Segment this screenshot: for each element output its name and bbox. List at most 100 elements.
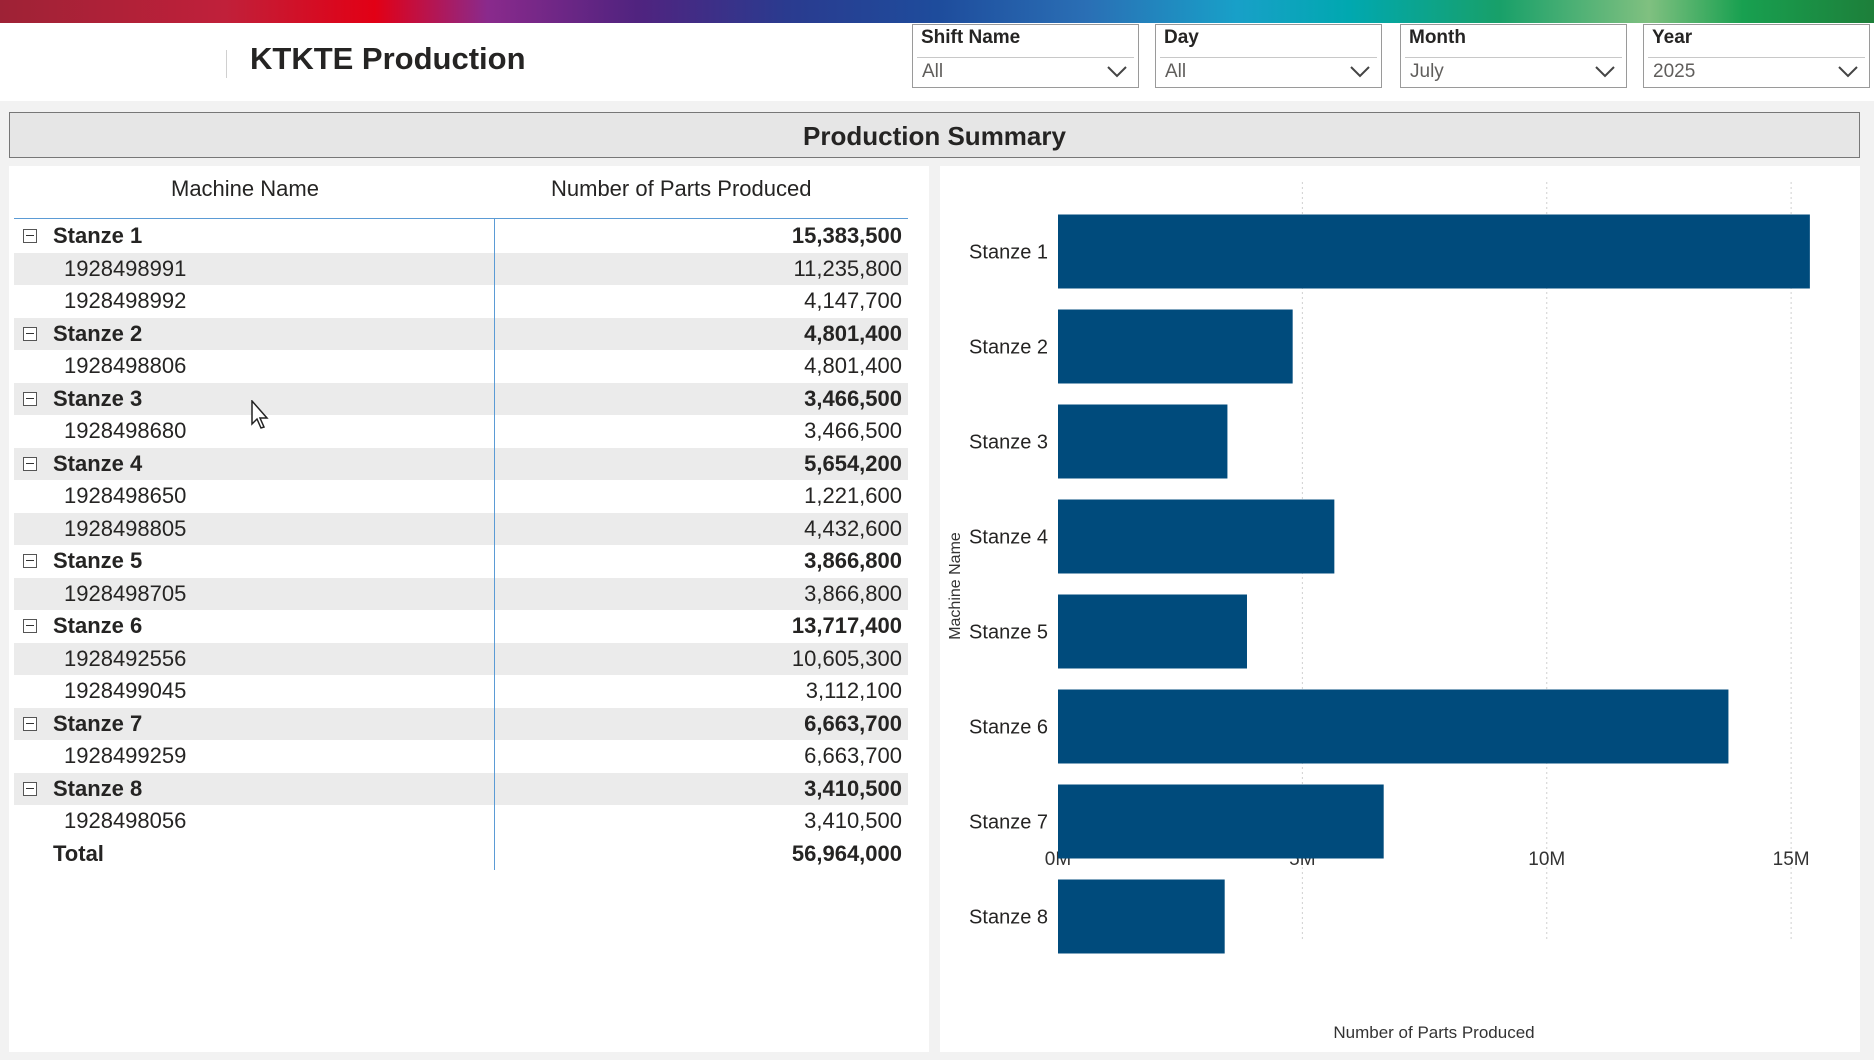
header-divider [226, 50, 227, 78]
machine-name-cell: 1928498992 [64, 288, 187, 313]
column-header-machine-name[interactable]: Machine Name [171, 176, 319, 201]
slicer-label: Shift Name [921, 27, 1021, 48]
table-group-row[interactable]: Stanze 2 4,801,400 [14, 317, 908, 350]
slicer-label: Day [1164, 27, 1199, 48]
collapse-icon[interactable] [23, 391, 37, 406]
x-axis-title: Number of Parts Produced [1333, 1023, 1534, 1042]
bar[interactable] [1058, 404, 1228, 479]
bar[interactable] [1058, 214, 1810, 289]
parts-produced-cell: 3,410,500 [804, 808, 902, 833]
parts-produced-cell: 11,235,800 [793, 255, 902, 281]
parts-produced-cell: 1,221,600 [804, 483, 902, 508]
bar[interactable] [1058, 784, 1384, 859]
machine-name-cell: 1928499045 [64, 678, 187, 703]
brand-color-band [0, 0, 1874, 23]
y-tick-label: Stanze 7 [969, 812, 1048, 834]
table-row[interactable]: 1928499045 3,112,100 [14, 675, 908, 707]
bar[interactable] [1058, 499, 1335, 574]
machine-name-cell: 1928498056 [64, 808, 187, 833]
year-slicer[interactable]: Year 2025 [1643, 24, 1870, 88]
parts-produced-cell: 4,147,700 [804, 288, 902, 313]
collapse-icon[interactable] [23, 716, 37, 731]
bar[interactable] [1058, 879, 1225, 954]
table-group-row[interactable]: Stanze 4 5,654,200 [14, 447, 908, 480]
y-tick-label: Stanze 3 [969, 432, 1048, 454]
machine-name-cell: 1928498680 [64, 418, 187, 443]
collapse-icon[interactable] [23, 326, 37, 341]
parts-produced-cell: 6,663,700 [804, 743, 902, 768]
table-row[interactable]: 1928498992 4,147,700 [14, 285, 908, 317]
parts-produced-cell: 6,663,700 [804, 710, 902, 736]
parts-produced-cell: 4,432,600 [804, 515, 902, 541]
table-row[interactable]: 1928498705 3,866,800 [14, 577, 908, 610]
month-slicer[interactable]: Month July [1400, 24, 1627, 88]
table-group-row[interactable]: Stanze 3 3,466,500 [14, 382, 908, 415]
table-row[interactable]: 1928492556 10,605,300 [14, 642, 908, 675]
shift-name-dropdown[interactable]: All [917, 57, 1134, 86]
chevron-down-icon[interactable] [1349, 63, 1371, 79]
machine-name-cell: 1928499259 [64, 743, 187, 768]
machine-name-cell: 1928498991 [64, 255, 187, 281]
summary-title: Production Summary [803, 121, 1066, 151]
collapse-icon[interactable] [23, 456, 37, 471]
table-row[interactable]: 1928498056 3,410,500 [14, 805, 908, 837]
collapse-icon[interactable] [23, 554, 37, 568]
parts-produced-cell: 5,654,200 [804, 450, 902, 476]
parts-produced-cell: 3,866,800 [804, 548, 902, 573]
collapse-icon[interactable] [23, 229, 37, 243]
machine-name-cell: Stanze 2 [53, 320, 143, 346]
machine-name-cell: Stanze 8 [53, 775, 143, 801]
chevron-down-icon[interactable] [1594, 63, 1616, 79]
y-tick-label: Stanze 6 [969, 717, 1048, 739]
table-row[interactable]: 1928498650 1,221,600 [14, 480, 908, 512]
machine-name-cell: 1928498705 [64, 580, 187, 606]
table-row[interactable]: 1928498991 11,235,800 [14, 252, 908, 285]
parts-produced-cell: 3,466,500 [804, 385, 902, 411]
header-underline [14, 218, 908, 219]
collapse-icon[interactable] [23, 781, 37, 796]
table-group-row[interactable]: Stanze 1 15,383,500 [14, 220, 908, 252]
table-group-row[interactable]: Stanze 8 3,410,500 [14, 772, 908, 805]
day-dropdown[interactable]: All [1160, 57, 1377, 86]
year-dropdown[interactable]: 2025 [1648, 57, 1865, 86]
machine-name-cell: Stanze 6 [53, 613, 143, 638]
bar-chart-panel: 0M 5M 10M 15M Stanze 1 Stanze 2 Stanze 3 Stanze… [940, 166, 1860, 1052]
bar[interactable] [1058, 309, 1293, 384]
page-title: KTKTE Production [250, 41, 526, 76]
day-slicer[interactable]: Day All [1155, 24, 1382, 88]
chevron-down-icon[interactable] [1837, 63, 1859, 79]
machine-name-cell: Total [53, 840, 104, 866]
parts-produced-cell: 3,466,500 [804, 418, 902, 443]
slicer-value: All [922, 61, 944, 82]
parts-produced-cell: 3,866,800 [804, 580, 902, 606]
table-row[interactable]: 1928499259 6,663,700 [14, 740, 908, 772]
mouse-cursor-icon [251, 399, 273, 435]
machine-name-cell: Stanze 4 [53, 450, 143, 476]
parts-produced-cell: 10,605,300 [791, 645, 902, 671]
month-dropdown[interactable]: July [1405, 57, 1622, 86]
parts-produced-cell: 3,112,100 [805, 678, 902, 703]
table-total-row[interactable]: Total 56,964,000 [14, 838, 908, 870]
table-group-row[interactable]: Stanze 6 13,717,400 [14, 610, 908, 642]
table-row[interactable]: 1928498680 3,466,500 [14, 415, 908, 447]
collapse-icon[interactable] [23, 619, 37, 633]
parts-produced-cell: 13,717,400 [791, 613, 902, 638]
y-tick-label: Stanze 5 [969, 622, 1048, 644]
column-header-parts-produced[interactable]: Number of Parts Produced [551, 176, 812, 201]
bar[interactable] [1058, 689, 1729, 764]
machine-name-cell: 1928492556 [64, 645, 187, 671]
table-row[interactable]: 1928498806 4,801,400 [14, 350, 908, 382]
chevron-down-icon[interactable] [1106, 63, 1128, 79]
machine-name-cell: 1928498806 [64, 353, 187, 378]
machine-name-cell: 1928498650 [64, 483, 187, 508]
parts-produced-cell: 3,410,500 [804, 775, 902, 801]
table-row[interactable]: 1928498805 4,432,600 [14, 512, 908, 545]
table-group-row[interactable]: Stanze 7 6,663,700 [14, 707, 908, 740]
table-group-row[interactable]: Stanze 5 3,866,800 [14, 545, 908, 577]
shift-name-slicer[interactable]: Shift Name All [912, 24, 1139, 88]
machine-name-cell: Stanze 3 [53, 385, 143, 411]
bar[interactable] [1058, 594, 1247, 669]
machine-name-cell: Stanze 7 [53, 710, 143, 736]
slicer-label: Year [1652, 27, 1693, 48]
x-tick-label: 15M [1773, 849, 1810, 870]
